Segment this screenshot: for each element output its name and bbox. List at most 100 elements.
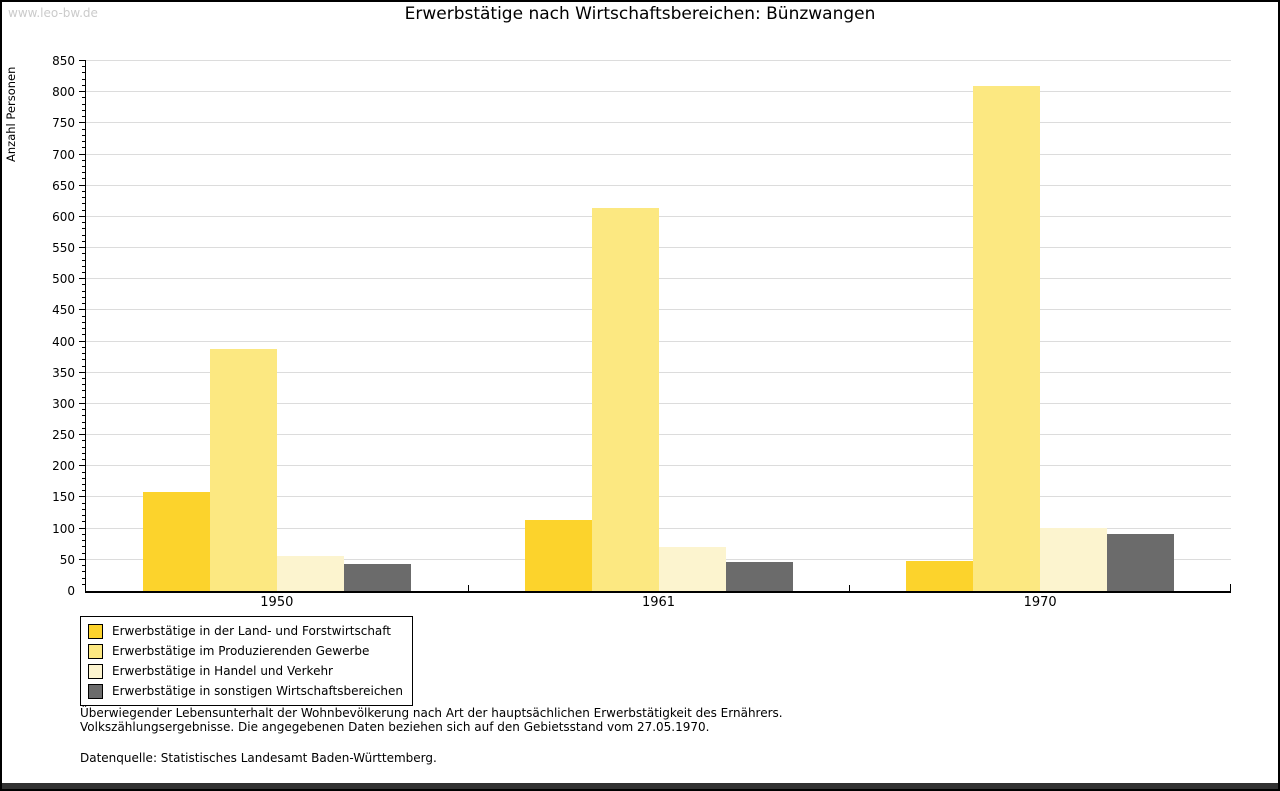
y-major-tick <box>79 371 86 373</box>
y-tick-label: 650 <box>52 178 75 193</box>
y-minor-tick <box>82 290 86 292</box>
y-minor-tick <box>82 265 86 267</box>
y-minor-tick <box>82 328 86 330</box>
y-minor-tick <box>82 321 86 323</box>
legend-swatch-sonstige <box>88 683 103 699</box>
watermark: www.leo-bw.de <box>8 6 98 20</box>
footnote-line2: Volkszählungsergebnisse. Die angegebenen… <box>80 720 710 734</box>
y-minor-tick <box>82 484 86 485</box>
y-minor-tick <box>82 353 86 355</box>
y-minor-tick <box>82 284 86 286</box>
y-major-tick <box>79 91 86 93</box>
x-boundary-tick <box>849 585 850 591</box>
y-minor-tick <box>82 515 86 517</box>
y-gridline <box>86 496 1231 498</box>
bar-1970-series2 <box>973 85 1041 591</box>
y-minor-tick <box>82 415 86 417</box>
y-minor-tick <box>82 197 86 199</box>
y-gridline <box>86 91 1231 93</box>
y-minor-tick <box>82 134 86 136</box>
y-gridline <box>86 340 1231 342</box>
y-minor-tick <box>82 159 86 161</box>
y-tick-label: 150 <box>52 490 75 505</box>
y-tick-label: 450 <box>52 303 75 318</box>
data-source: Datenquelle: Statistisches Landesamt Bad… <box>80 751 437 765</box>
y-minor-tick <box>82 359 86 361</box>
y-minor-tick <box>82 234 86 236</box>
y-major-tick <box>79 184 86 186</box>
y-minor-tick <box>82 421 86 423</box>
bar-1950-series1 <box>142 491 210 591</box>
y-minor-tick <box>82 66 86 68</box>
y-minor-tick <box>82 315 86 317</box>
y-gridline <box>86 465 1231 467</box>
y-gridline <box>86 309 1231 311</box>
y-minor-tick <box>82 209 86 211</box>
plot-area: 0 50 100 150 200 250 300 350 400 450 500 550 600 650 7… <box>52 55 1231 610</box>
bar-1950-series4 <box>343 563 411 591</box>
y-gridline <box>86 153 1231 155</box>
x-boundary-tick <box>468 585 469 591</box>
y-minor-tick <box>82 565 86 567</box>
y-minor-tick <box>82 396 86 398</box>
y-minor-tick <box>82 477 86 479</box>
y-minor-tick <box>82 577 86 579</box>
y-major-tick <box>79 278 86 280</box>
y-tick-label: 500 <box>52 272 75 287</box>
bar-1961-series1 <box>524 519 592 591</box>
y-major-tick <box>79 60 86 61</box>
legend-swatch-produzierendes-gewerbe <box>88 643 103 659</box>
y-minor-tick <box>82 259 86 261</box>
bar-1970-series1 <box>906 561 974 591</box>
y-minor-tick <box>82 427 86 429</box>
y-minor-tick <box>82 365 86 367</box>
bar-1970-series4 <box>1107 533 1175 591</box>
y-minor-tick <box>82 471 86 473</box>
y-minor-tick <box>82 508 86 510</box>
legend-item: Erwerbstätige im Produzierenden Gewerbe <box>88 641 403 661</box>
y-gridline <box>86 402 1231 404</box>
y-minor-tick <box>82 116 86 118</box>
y-major-tick <box>79 215 86 217</box>
y-minor-tick <box>82 490 86 492</box>
bottom-bar <box>2 783 1278 789</box>
y-minor-tick <box>82 253 86 255</box>
legend-item: Erwerbstätige in sonstigen Wirtschaftsbe… <box>88 681 403 701</box>
legend-swatch-land-forstwirtschaft <box>88 623 103 639</box>
y-tick-label: 700 <box>52 147 75 162</box>
y-minor-tick <box>82 228 86 230</box>
footnote-line1: Überwiegender Lebensunterhalt der Wohnbe… <box>80 706 783 720</box>
legend-label: Erwerbstätige in sonstigen Wirtschaftsbe… <box>112 684 404 698</box>
y-minor-tick <box>82 552 86 554</box>
y-minor-tick <box>82 172 86 174</box>
y-minor-tick <box>82 446 86 448</box>
y-major-tick <box>79 340 86 342</box>
y-minor-tick <box>82 378 86 379</box>
x-tick-label: 1970 <box>1023 595 1057 610</box>
y-minor-tick <box>82 384 86 386</box>
y-gridline <box>86 371 1231 373</box>
y-minor-tick <box>82 546 86 548</box>
y-minor-tick <box>82 128 86 130</box>
y-minor-tick <box>82 440 86 442</box>
y-gridline <box>86 278 1231 280</box>
bar-1950-series2 <box>209 349 277 591</box>
y-tick-label: 350 <box>52 365 75 380</box>
x-end-tick <box>1230 584 1231 591</box>
y-major-tick <box>79 558 86 560</box>
legend-item: Erwerbstätige in der Land- und Forstwirt… <box>88 621 403 641</box>
y-tick-label: 300 <box>52 396 75 411</box>
y-minor-tick <box>82 141 86 143</box>
bar-1950-series3 <box>276 555 344 591</box>
y-minor-tick <box>82 571 86 573</box>
y-minor-tick <box>82 459 86 461</box>
y-minor-tick <box>82 78 86 80</box>
bar-1961-series2 <box>591 208 659 591</box>
y-minor-tick <box>82 540 86 542</box>
y-minor-tick <box>82 521 86 523</box>
legend-label: Erwerbstätige in der Land- und Forstwirt… <box>112 624 391 638</box>
y-minor-tick <box>82 109 86 111</box>
y-minor-tick <box>82 583 86 585</box>
x-tick-label: 1950 <box>260 595 294 610</box>
legend-label: Erwerbstätige in Handel und Verkehr <box>112 664 333 678</box>
